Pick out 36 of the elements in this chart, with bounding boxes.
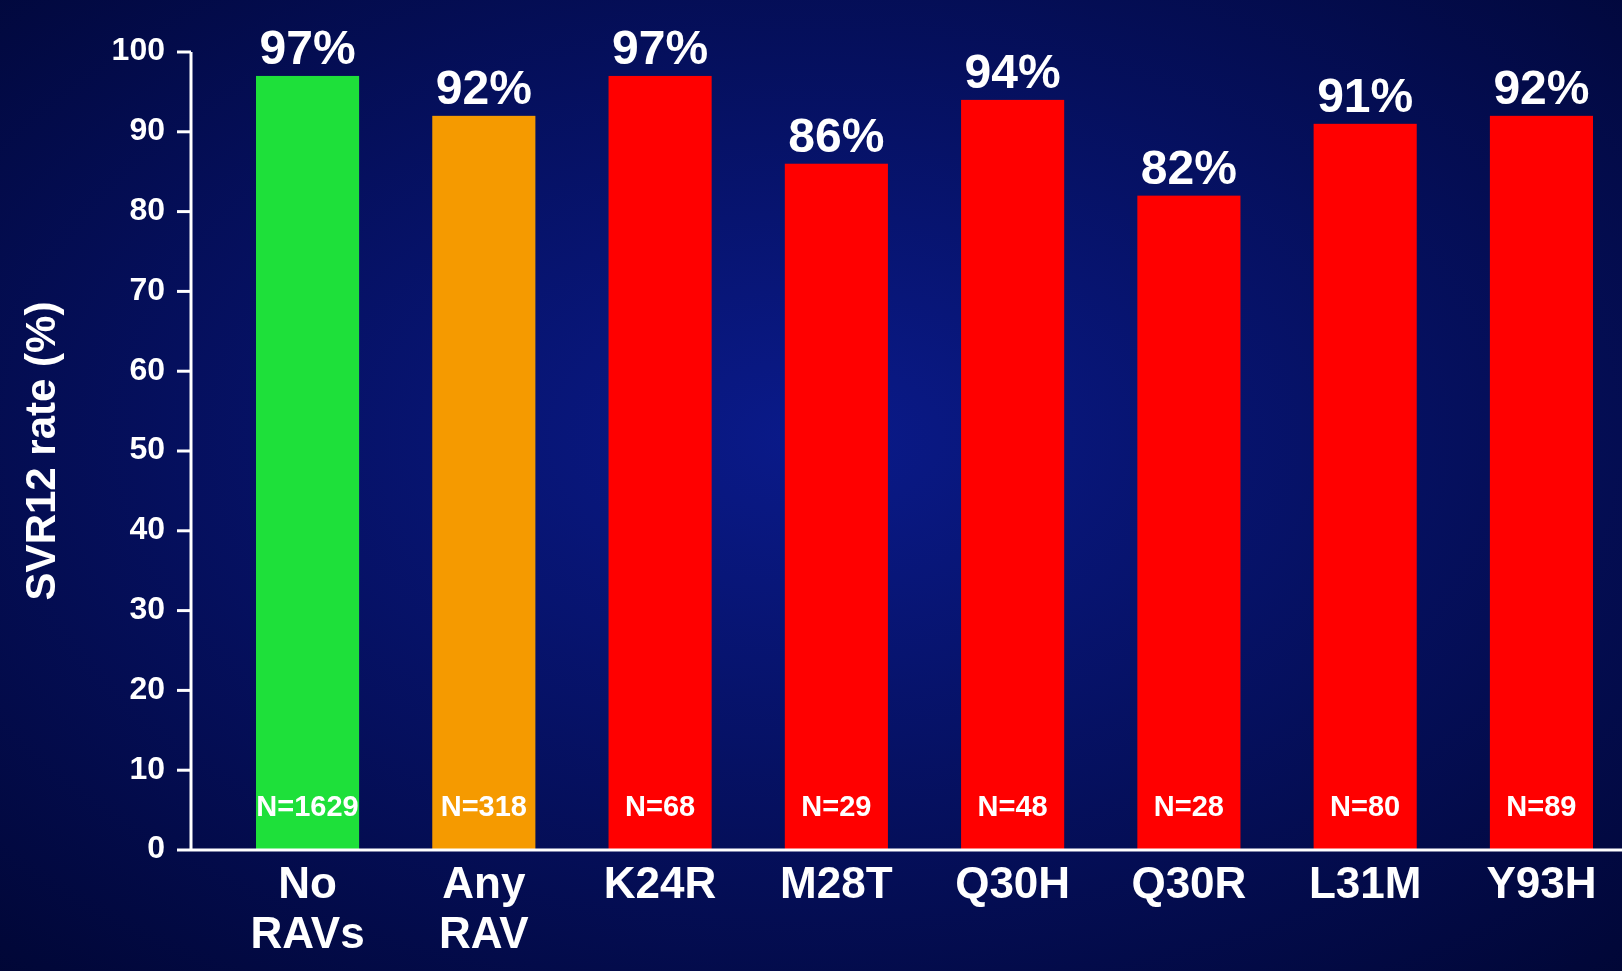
x-tick-label: K24R bbox=[603, 858, 717, 907]
data-label: 91% bbox=[1317, 68, 1414, 122]
y-tick-label: 20 bbox=[129, 669, 165, 706]
annotation: N=28 bbox=[1153, 789, 1224, 822]
data-label: 97% bbox=[612, 20, 709, 74]
x-tick-label: No RAVs bbox=[250, 858, 365, 957]
y-tick-label: 40 bbox=[129, 510, 165, 547]
y-tick-label: 90 bbox=[129, 111, 165, 148]
data-label: 86% bbox=[788, 108, 885, 162]
x-tick-label: Y93H bbox=[1486, 858, 1597, 907]
data-label: 94% bbox=[964, 44, 1061, 98]
y-tick-label: 70 bbox=[129, 270, 165, 307]
data-label: 97% bbox=[259, 20, 356, 74]
annotation: N=1629 bbox=[256, 789, 359, 822]
y-tick-label: 100 bbox=[111, 31, 165, 68]
data-label: 92% bbox=[1493, 60, 1590, 114]
y-tick-label: 60 bbox=[129, 350, 165, 387]
x-tick-label: Q30R bbox=[1131, 858, 1247, 907]
x-tick-label: M28T bbox=[780, 858, 893, 907]
x-tick-label: Any RAV bbox=[439, 858, 530, 957]
x-tick-label: Q30H bbox=[955, 858, 1071, 907]
annotation: N=80 bbox=[1330, 789, 1401, 822]
y-tick-label: 0 bbox=[147, 829, 165, 866]
y-tick-label: 10 bbox=[129, 749, 165, 786]
y-tick-label: 50 bbox=[129, 430, 165, 467]
data-label: 92% bbox=[435, 60, 532, 114]
y-tick-label: 30 bbox=[129, 590, 165, 627]
y-axis-title: SVR12 rate (%) bbox=[17, 301, 64, 601]
annotation: N=68 bbox=[625, 789, 696, 822]
annotation: N=29 bbox=[801, 789, 872, 822]
annotation: N=89 bbox=[1506, 789, 1577, 822]
annotation: N=318 bbox=[440, 789, 527, 822]
x-tick-label: L31M bbox=[1308, 858, 1422, 907]
y-tick-label: 80 bbox=[129, 191, 165, 228]
data-label: 82% bbox=[1140, 140, 1237, 194]
annotation: N=48 bbox=[977, 789, 1048, 822]
